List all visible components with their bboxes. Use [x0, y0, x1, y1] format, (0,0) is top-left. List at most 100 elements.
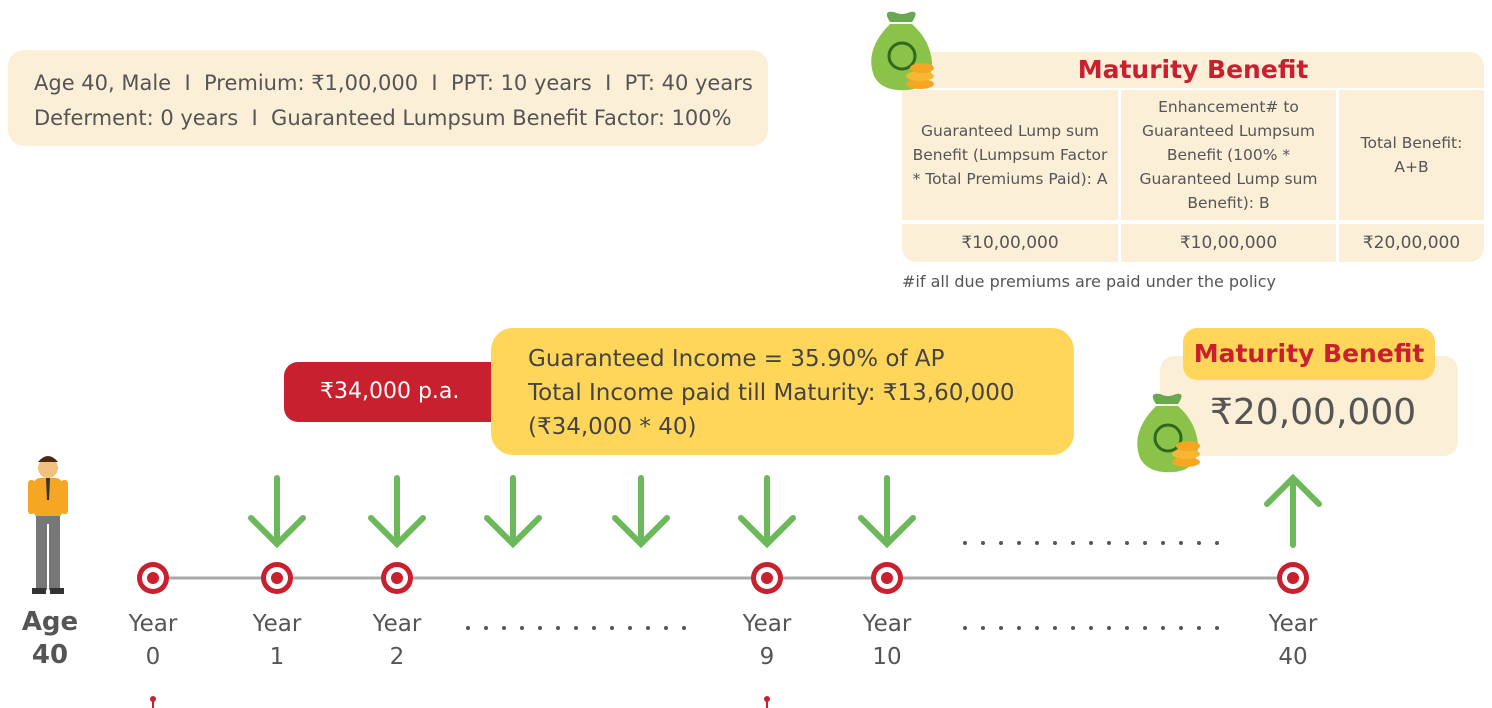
age-label: Age [21, 607, 79, 637]
dot [574, 626, 578, 630]
dot [963, 541, 967, 545]
arrow-down [858, 475, 916, 549]
dot [520, 626, 524, 630]
age-value: 40 [31, 640, 69, 670]
year-label: Year 2 [347, 608, 447, 674]
dot [1215, 541, 1219, 545]
dot [981, 626, 985, 630]
arrows [248, 473, 1322, 549]
dot [1017, 541, 1021, 545]
dot [484, 626, 488, 630]
table-value: ₹10,00,000 [902, 224, 1118, 262]
dot [664, 626, 668, 630]
dot [682, 626, 686, 630]
person [28, 456, 68, 594]
nodes [137, 562, 1309, 594]
year-label: Year 1 [227, 608, 327, 674]
income-line: (₹34,000 * 40) [528, 414, 697, 440]
table-header: Total Benefit: A+B [1339, 90, 1484, 220]
dot [963, 626, 967, 630]
dot [1089, 541, 1093, 545]
year-number: 40 [1278, 644, 1308, 670]
dot [1071, 626, 1075, 630]
table-value: ₹20,00,000 [1339, 224, 1484, 262]
dot [1125, 626, 1129, 630]
node-core [761, 572, 773, 584]
arrow-down [368, 475, 426, 549]
year-number: 10 [872, 644, 902, 670]
income-box: Guaranteed Income = 35.90% of AP Total In… [491, 328, 1074, 455]
year-label: Year 10 [837, 608, 937, 674]
dot [628, 626, 632, 630]
arrow-down [738, 475, 796, 549]
maturity-label: Maturity Benefit [1183, 328, 1435, 380]
year-word: Year [1268, 611, 1318, 637]
pins [150, 696, 770, 708]
income-tag: ₹34,000 p.a. [284, 362, 504, 422]
dot [1017, 626, 1021, 630]
year-word: Year [128, 611, 178, 637]
node-core [147, 572, 159, 584]
info-line: Deferment: 0 years I Guaranteed Lumpsum … [34, 106, 732, 130]
year-number: 0 [145, 644, 161, 670]
dot [981, 541, 985, 545]
person-label: Age 40 [20, 606, 80, 672]
dot [1089, 626, 1093, 630]
dot [1179, 541, 1183, 545]
dot [1179, 626, 1183, 630]
dot [1161, 626, 1165, 630]
year-word: Year [742, 611, 792, 637]
dot [999, 541, 1003, 545]
dot [646, 626, 650, 630]
dot [999, 626, 1003, 630]
arrow-down [248, 475, 306, 549]
dot [1071, 541, 1075, 545]
dot [1035, 541, 1039, 545]
maturity-amount: ₹20,00,000 [1210, 392, 1417, 433]
year-word: Year [372, 611, 422, 637]
dot [538, 626, 542, 630]
dot [1215, 626, 1219, 630]
node-core [391, 572, 403, 584]
dot [1053, 626, 1057, 630]
dot [1161, 541, 1165, 545]
money-bag [871, 11, 934, 91]
dot [1107, 541, 1111, 545]
info-line: Age 40, Male I Premium: ₹1,00,000 I PPT:… [34, 71, 753, 95]
dot [1143, 541, 1147, 545]
table-header: Enhancement# to Guaranteed Lumpsum Benef… [1121, 90, 1336, 220]
arrow-down [484, 475, 542, 549]
table-value: ₹10,00,000 [1121, 224, 1336, 262]
year-number: 2 [389, 644, 405, 670]
income-line: Guaranteed Income = 35.90% of AP [528, 346, 945, 372]
policy-info: Age 40, Male I Premium: ₹1,00,000 I PPT:… [8, 50, 768, 146]
arrow-down [612, 475, 670, 549]
node-core [271, 572, 283, 584]
dot [1197, 626, 1201, 630]
dot [466, 626, 470, 630]
dot [1107, 626, 1111, 630]
dot [610, 626, 614, 630]
dot [1125, 541, 1129, 545]
income-line: Total Income paid till Maturity: ₹13,60,… [528, 380, 1015, 406]
dot [1053, 541, 1057, 545]
year-word: Year [862, 611, 912, 637]
dot [592, 626, 596, 630]
year-label: Year 9 [717, 608, 817, 674]
dots [466, 541, 1219, 630]
table-title: Maturity Benefit [902, 52, 1484, 88]
node-core [1287, 572, 1299, 584]
dot [1143, 626, 1147, 630]
year-word: Year [252, 611, 302, 637]
dot [556, 626, 560, 630]
dot [1035, 626, 1039, 630]
year-number: 1 [269, 644, 285, 670]
money-bag [1137, 393, 1200, 473]
dot [1197, 541, 1201, 545]
dot [502, 626, 506, 630]
year-number: 9 [759, 644, 775, 670]
year-label: Year 40 [1243, 608, 1343, 674]
arrow-up [1264, 473, 1322, 548]
